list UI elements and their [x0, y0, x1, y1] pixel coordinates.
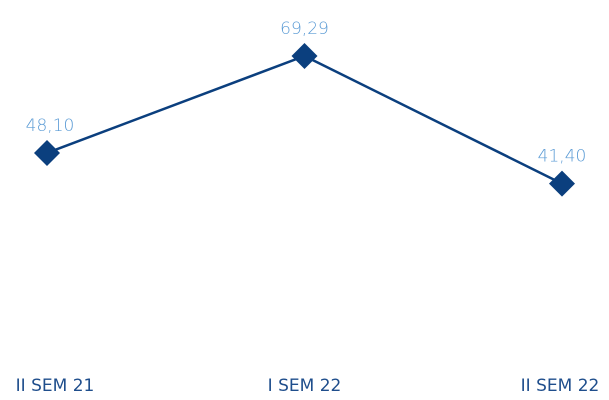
- x-tick-label: II SEM 21: [16, 376, 95, 396]
- marker: [34, 139, 60, 166]
- marker: [549, 170, 575, 197]
- line: [46, 54, 563, 185]
- value-label: 48,10: [26, 116, 75, 136]
- x-tick-label: II SEM 22: [521, 376, 600, 396]
- x-tick-label: I SEM 22: [268, 376, 342, 396]
- marker: [291, 42, 318, 69]
- value-label: 41,40: [538, 147, 587, 167]
- value-label: 69,29: [280, 19, 329, 39]
